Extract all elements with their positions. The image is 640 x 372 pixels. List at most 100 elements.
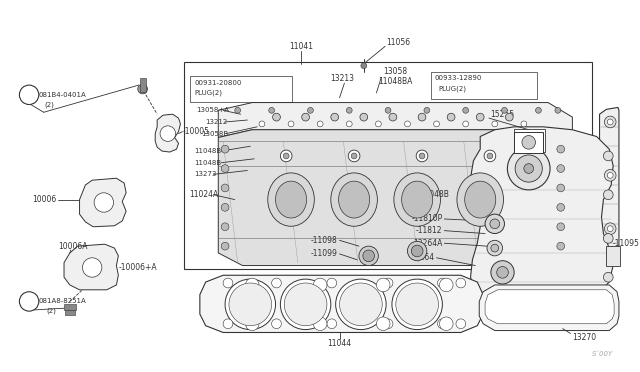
Circle shape	[515, 155, 542, 182]
Circle shape	[604, 272, 613, 282]
Circle shape	[557, 165, 564, 172]
Circle shape	[271, 319, 282, 328]
Text: 081B4-0401A: 081B4-0401A	[39, 92, 86, 98]
Text: 13270: 13270	[572, 333, 596, 342]
Polygon shape	[600, 108, 619, 255]
Bar	[514, 132, 543, 153]
Circle shape	[138, 84, 147, 94]
Circle shape	[484, 150, 496, 162]
Circle shape	[223, 319, 233, 328]
Text: 13213: 13213	[330, 74, 354, 83]
Circle shape	[221, 203, 229, 211]
Circle shape	[223, 278, 233, 288]
Text: 00931-20800: 00931-20800	[194, 80, 241, 86]
Circle shape	[419, 153, 425, 159]
Circle shape	[273, 113, 280, 121]
Text: -11810P: -11810P	[411, 215, 442, 224]
Text: 13264A: 13264A	[413, 239, 442, 248]
Ellipse shape	[331, 173, 378, 226]
Circle shape	[331, 113, 339, 121]
Text: 15255: 15255	[490, 110, 514, 119]
Circle shape	[225, 279, 275, 330]
Ellipse shape	[394, 173, 440, 226]
Polygon shape	[470, 127, 613, 308]
Circle shape	[604, 234, 613, 243]
Circle shape	[346, 121, 352, 127]
Circle shape	[235, 108, 241, 113]
Circle shape	[485, 214, 504, 234]
Polygon shape	[200, 275, 483, 333]
Circle shape	[412, 245, 423, 257]
Circle shape	[456, 319, 466, 328]
Circle shape	[317, 121, 323, 127]
Text: 13212: 13212	[205, 119, 228, 125]
Circle shape	[83, 258, 102, 277]
Circle shape	[487, 240, 502, 256]
Text: B: B	[26, 92, 32, 98]
Circle shape	[351, 153, 357, 159]
Circle shape	[359, 246, 378, 266]
Circle shape	[396, 283, 438, 326]
Bar	[514, 129, 545, 152]
Circle shape	[259, 121, 265, 127]
Circle shape	[376, 121, 381, 127]
Circle shape	[19, 292, 39, 311]
Text: -11095: -11095	[613, 239, 640, 248]
Circle shape	[491, 261, 514, 284]
Polygon shape	[64, 244, 118, 290]
Text: 11048B: 11048B	[194, 160, 221, 166]
Text: 13058B: 13058B	[201, 131, 228, 137]
Polygon shape	[485, 290, 614, 324]
Text: 11044: 11044	[328, 339, 351, 348]
Circle shape	[536, 108, 541, 113]
Bar	[431, 71, 538, 99]
Circle shape	[383, 278, 393, 288]
Ellipse shape	[457, 173, 504, 226]
Text: 13273: 13273	[194, 171, 216, 177]
Circle shape	[314, 317, 327, 331]
Circle shape	[221, 165, 229, 172]
Polygon shape	[79, 178, 126, 227]
Circle shape	[269, 108, 275, 113]
Circle shape	[440, 278, 453, 292]
Text: 10006: 10006	[32, 195, 56, 204]
Circle shape	[438, 319, 447, 328]
Ellipse shape	[275, 181, 307, 218]
Circle shape	[221, 184, 229, 192]
Circle shape	[456, 278, 466, 288]
Circle shape	[557, 242, 564, 250]
Text: PLUG(2): PLUG(2)	[438, 86, 467, 92]
Circle shape	[440, 317, 453, 331]
Circle shape	[383, 319, 393, 328]
Circle shape	[376, 278, 390, 292]
Bar	[64, 304, 76, 310]
Circle shape	[555, 108, 561, 113]
Text: (2): (2)	[45, 101, 54, 108]
Circle shape	[229, 283, 271, 326]
Circle shape	[348, 150, 360, 162]
Text: -10005: -10005	[182, 127, 209, 136]
Circle shape	[447, 113, 455, 121]
Circle shape	[492, 121, 498, 127]
Text: 13058+A: 13058+A	[196, 108, 229, 113]
Circle shape	[524, 164, 534, 173]
Text: 13264: 13264	[410, 253, 435, 262]
Circle shape	[246, 317, 259, 331]
Circle shape	[497, 266, 508, 278]
Circle shape	[502, 108, 508, 113]
Circle shape	[404, 121, 410, 127]
Bar	[190, 76, 292, 102]
Circle shape	[522, 135, 536, 149]
Text: 081A8-8251A: 081A8-8251A	[39, 298, 86, 304]
Circle shape	[221, 242, 229, 250]
Circle shape	[557, 223, 564, 231]
Circle shape	[557, 203, 564, 211]
Circle shape	[376, 317, 390, 331]
Text: 13058: 13058	[383, 67, 407, 76]
Circle shape	[284, 153, 289, 159]
Polygon shape	[156, 114, 180, 152]
Circle shape	[284, 283, 327, 326]
Text: -11812: -11812	[416, 226, 442, 235]
Text: 11041: 11041	[289, 42, 313, 51]
Circle shape	[424, 108, 430, 113]
